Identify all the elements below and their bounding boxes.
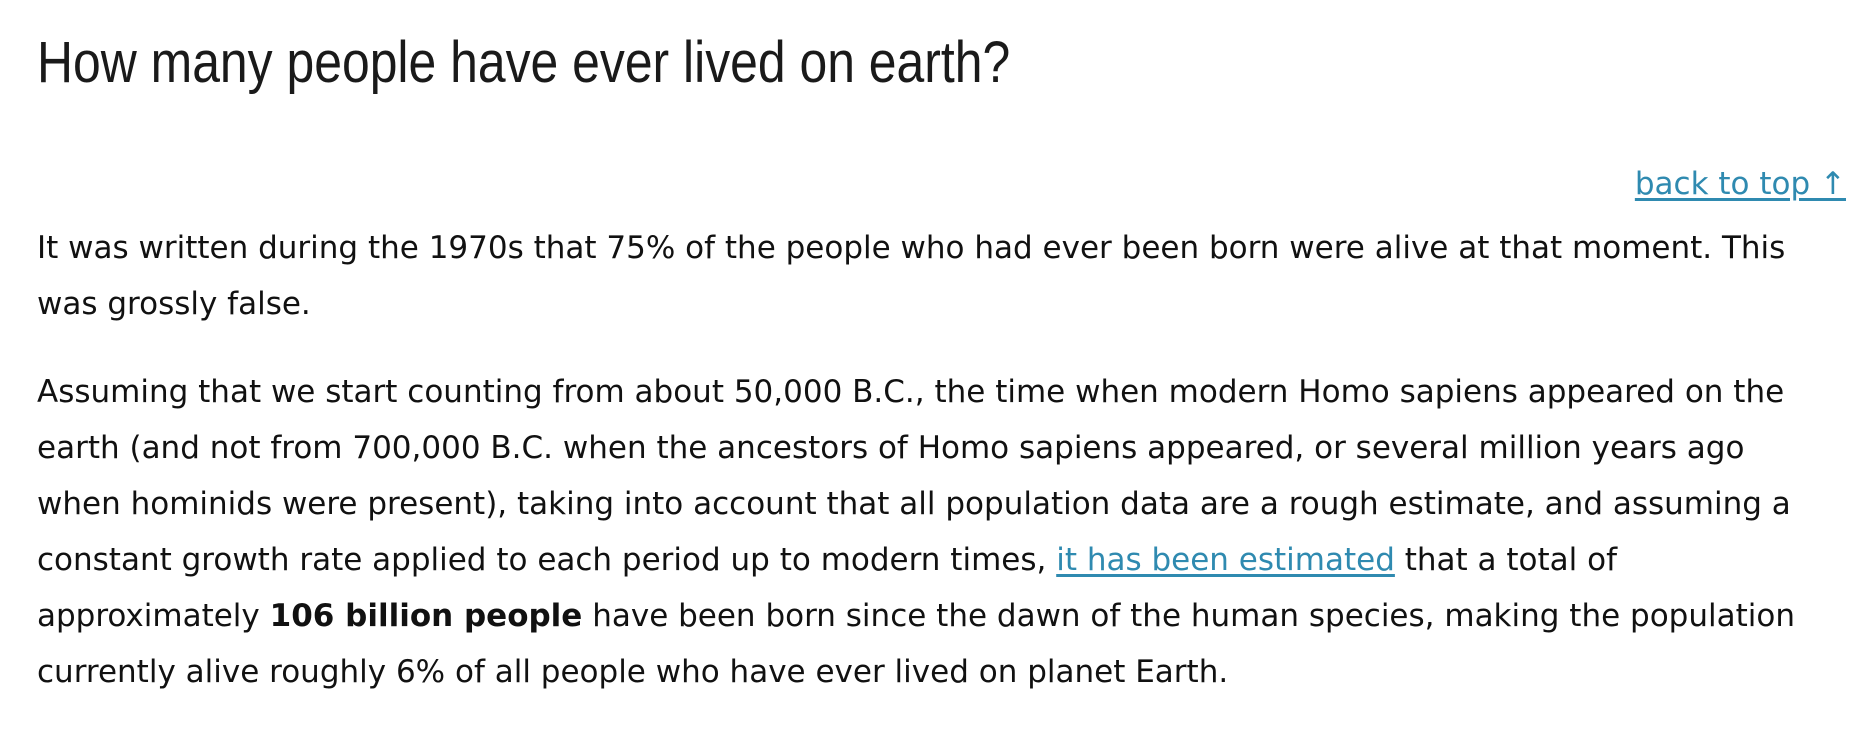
page-title: How many people have ever lived on earth… <box>37 30 1011 95</box>
paragraph-estimate-text-3: have been born since the dawn of the hum… <box>37 598 1795 690</box>
paragraph-estimate-text-1: Assuming that we start counting from abo… <box>37 374 1791 578</box>
back-to-top-link[interactable]: back to top ↑ <box>1634 166 1846 202</box>
estimate-source-link[interactable]: it has been estimated <box>1056 542 1395 578</box>
total-people-highlight: 106 billion people <box>269 598 583 634</box>
article-body: It was written during the 1970s that 75%… <box>37 220 1837 732</box>
paragraph-estimate-text-2: that a total of approximately <box>37 542 1618 634</box>
paragraph-estimate: Assuming that we start counting from abo… <box>37 364 1837 700</box>
paragraph-intro: It was written during the 1970s that 75%… <box>37 230 1786 322</box>
